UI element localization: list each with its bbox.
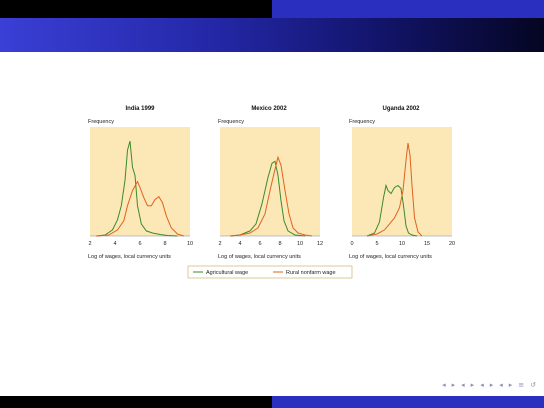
- slide-title-bar: [0, 18, 544, 52]
- section-prev-icon[interactable]: ◂: [480, 381, 484, 389]
- x-tick-label: 0: [350, 241, 353, 247]
- x-axis-label: Log of wages, local currency units: [218, 254, 301, 260]
- plot-area: [352, 127, 452, 236]
- subsection-next-icon[interactable]: ▸: [508, 381, 513, 389]
- panel-title: Uganda 2002: [382, 106, 420, 112]
- search-icon[interactable]: ↺: [530, 381, 536, 389]
- chart-legend: Agricultural wage Rural nonfarm wage: [187, 265, 353, 279]
- series-line-agricultural: [229, 160, 306, 237]
- bottom-left-band: [0, 396, 272, 408]
- uganda-panel: Uganda 2002 Frequency 0 5 10 15 20 Log of wa…: [349, 106, 455, 260]
- frame-next-icon[interactable]: ▸: [470, 381, 475, 389]
- x-tick-label: 10: [399, 241, 405, 247]
- x-axis-label: Log of wages, local currency units: [88, 254, 171, 260]
- x-tick-label: 5: [375, 241, 378, 247]
- series-line-rural-nonfarm: [229, 155, 313, 237]
- series-line-agricultural: [366, 183, 418, 237]
- x-tick-label: 20: [449, 241, 455, 247]
- x-tick-label: 12: [317, 241, 323, 247]
- x-axis-label: Log of wages, local currency units: [349, 254, 432, 260]
- top-right-band: [272, 0, 544, 18]
- x-tick-label: 2: [88, 241, 91, 247]
- series-line-agricultural: [96, 140, 178, 237]
- legend-box: [187, 265, 353, 279]
- mexico-panel: Mexico 2002 Frequency 2 4 6 8 10 12 Log of wa…: [218, 106, 323, 260]
- nav-left-icon[interactable]: ◂: [442, 381, 446, 389]
- section-next-icon[interactable]: ▸: [489, 381, 494, 389]
- x-tick-label: 2: [218, 241, 221, 247]
- bottom-right-band: [272, 396, 544, 408]
- x-tick-label: 10: [297, 241, 303, 247]
- x-tick-label: 4: [238, 241, 241, 247]
- panel-title: India 1999: [125, 106, 155, 112]
- y-axis-label: Frequency: [88, 119, 114, 125]
- subsection-prev-icon[interactable]: ◂: [499, 381, 503, 389]
- india-panel: India 1999 Frequency 2 4 6 8 10 Log of wages…: [88, 106, 193, 260]
- x-tick-label: 6: [258, 241, 261, 247]
- y-axis-label: Frequency: [218, 119, 244, 125]
- legend-label-agricultural: Agricultural wage: [206, 270, 248, 276]
- x-tick-label: 6: [138, 241, 141, 247]
- x-tick-label: 4: [113, 241, 116, 247]
- align-icon[interactable]: ≡: [518, 381, 525, 389]
- series-line-rural-nonfarm: [96, 180, 184, 237]
- beamer-navigation-bar: ◂ ▸ ◂ ▸ ◂ ▸ ◂ ▸ ≡ ↺: [442, 380, 536, 390]
- x-tick-labels: 2 4 6 8 10 12: [218, 241, 323, 247]
- y-axis-label: Frequency: [349, 119, 375, 125]
- plot-area: [220, 127, 320, 236]
- x-tick-label: 8: [278, 241, 281, 247]
- frame-prev-icon[interactable]: ◂: [461, 381, 465, 389]
- x-tick-label: 10: [187, 241, 193, 247]
- x-tick-labels: 0 5 10 15 20: [350, 241, 455, 247]
- x-tick-label: 15: [424, 241, 430, 247]
- panel-title: Mexico 2002: [251, 106, 287, 112]
- top-left-band: [0, 0, 272, 18]
- x-tick-label: 8: [163, 241, 166, 247]
- x-tick-labels: 2 4 6 8 10: [88, 241, 193, 247]
- nav-right-icon[interactable]: ▸: [451, 381, 456, 389]
- series-line-rural-nonfarm: [366, 143, 423, 237]
- legend-label-rural-nonfarm: Rural nonfarm wage: [286, 270, 336, 276]
